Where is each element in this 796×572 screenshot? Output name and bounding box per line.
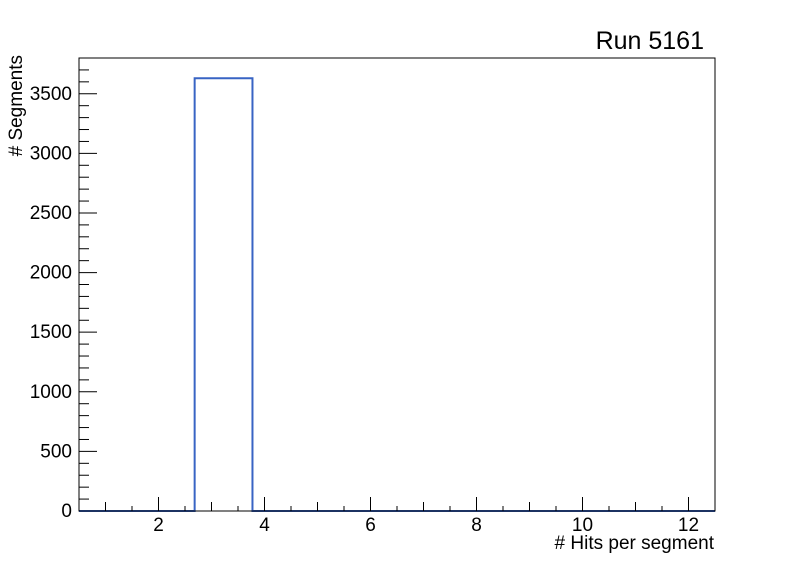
x-tick-label: 6 xyxy=(365,515,376,536)
x-tick-label: 4 xyxy=(259,515,270,536)
x-tick-label: 10 xyxy=(572,515,593,536)
y-tick-label: 1500 xyxy=(30,322,72,343)
x-tick-label: 8 xyxy=(471,515,482,536)
x-tick-label: 12 xyxy=(678,515,699,536)
y-axis-title: # Segments xyxy=(6,55,27,156)
y-tick-label: 0 xyxy=(61,501,72,522)
plot-frame xyxy=(78,57,716,512)
x-tick-label: 2 xyxy=(153,515,164,536)
x-axis-title: # Hits per segment xyxy=(555,533,715,554)
y-tick-label: 2000 xyxy=(30,263,72,284)
y-tick-label: 2500 xyxy=(30,203,72,224)
histogram-line xyxy=(79,77,715,512)
y-tick-label: 1000 xyxy=(30,382,72,403)
chart-title: Run 5161 xyxy=(596,27,704,55)
y-tick-label: 3000 xyxy=(30,143,72,164)
y-tick-label: 500 xyxy=(40,441,72,462)
y-tick-label: 3500 xyxy=(30,84,72,105)
